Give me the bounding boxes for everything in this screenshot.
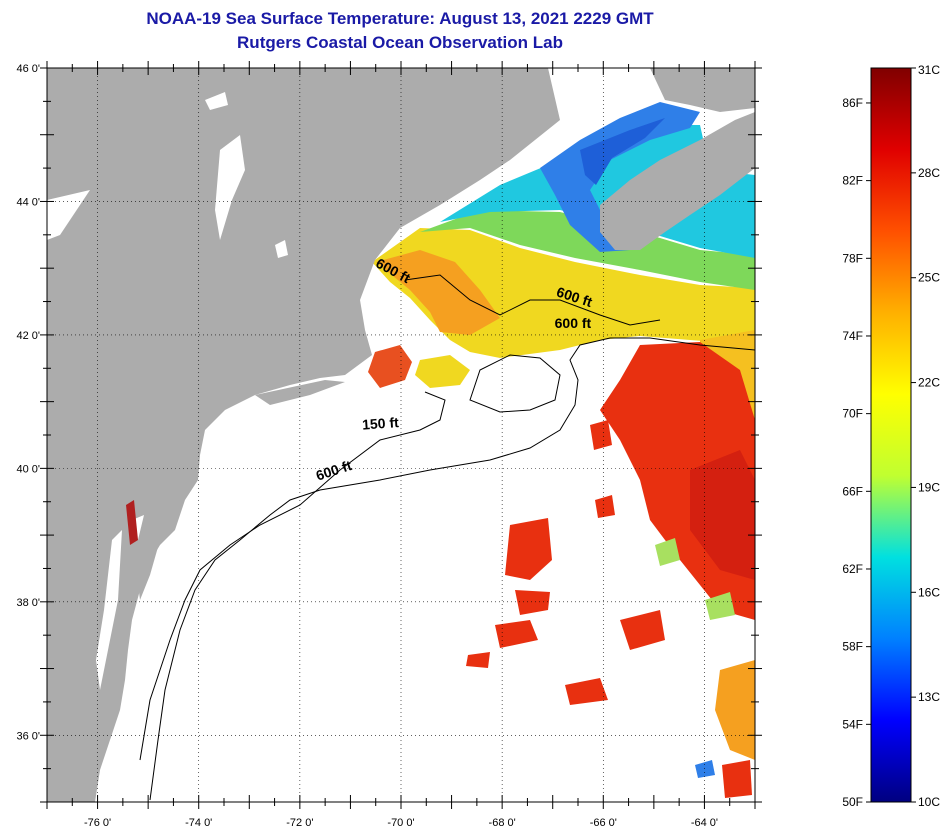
colorbar-c-label: 22C — [918, 376, 940, 390]
map-subtitle: Rutgers Coastal Ocean Observation Lab — [237, 33, 563, 52]
sst-blue-inner — [580, 118, 665, 185]
colorbar-f-label: 86F — [842, 96, 863, 110]
sst-red-patch-b — [515, 590, 550, 615]
land-lake-3 — [47, 190, 90, 240]
contour-label: 600 ft — [555, 315, 592, 331]
lon-tick-label: -64 0' — [691, 817, 718, 829]
land-lake-2 — [215, 135, 245, 240]
colorbar-f-label: 70F — [842, 407, 863, 421]
sst-green-patch-2 — [655, 538, 680, 566]
lat-tick-label: 40 0' — [16, 463, 40, 475]
sst-orange-coastal — [376, 250, 500, 335]
sst-red-patch-d — [565, 678, 608, 705]
lat-tick-label: 36 0' — [16, 730, 40, 742]
sst-green-patch — [705, 592, 735, 620]
colorbar-c-label: 19C — [918, 480, 940, 494]
land-lake-1 — [205, 92, 228, 110]
colorbar-c-label: 25C — [918, 271, 940, 285]
bathymetry-contours — [139, 274, 755, 801]
sst-southeast-blue — [695, 760, 715, 778]
contour-600ft-shelf — [149, 337, 755, 801]
map-title: NOAA-19 Sea Surface Temperature: August … — [146, 9, 654, 28]
sst-red-patch-g — [595, 495, 615, 518]
contour-gulf-maine — [404, 274, 661, 326]
colorbar-f-label: 50F — [842, 795, 863, 809]
colorbar-c-label: 10C — [918, 795, 940, 809]
lon-tick-label: -74 0' — [185, 817, 212, 829]
sst-southeast-mixed — [715, 660, 755, 760]
sst-red-patch-h — [620, 610, 665, 650]
land-chesapeake — [96, 530, 122, 690]
sst-red-patch-a — [505, 518, 552, 580]
colorbar-celsius-labels: 31C 28C 25C 22C 19C 16C 13C 10C — [911, 63, 940, 809]
axis-ticks — [40, 61, 762, 809]
contour-150ft — [139, 391, 446, 761]
sst-yellow-cape-cod — [415, 355, 470, 388]
contour-georges — [469, 354, 561, 413]
colorbar-c-label: 13C — [918, 690, 940, 704]
land-new-brunswick — [650, 68, 755, 112]
lon-tick-label: -70 0' — [387, 817, 414, 829]
sst-red-stream-core — [690, 450, 755, 580]
sst-red-buzzards-bay — [368, 345, 412, 388]
land-delaware-warm — [126, 500, 138, 545]
latitude-labels: 46 0' 44 0' 42 0' 40 0' 38 0' 36 0' — [16, 63, 40, 742]
colorbar-f-label: 58F — [842, 640, 863, 654]
colorbar-f-label: 54F — [842, 717, 863, 731]
lon-tick-label: -66 0' — [590, 817, 617, 829]
sst-red-patch-e — [466, 652, 490, 668]
colorbar-f-label: 66F — [842, 484, 863, 498]
lat-tick-label: 46 0' — [16, 63, 40, 75]
lon-tick-label: -76 0' — [84, 817, 111, 829]
sst-red-patch-c — [495, 620, 538, 648]
land-mainland — [47, 68, 560, 802]
colorbar-c-label: 28C — [918, 166, 940, 180]
colorbar-f-label: 74F — [842, 329, 863, 343]
lon-tick-label: -68 0' — [489, 817, 516, 829]
sst-red-patch-f — [590, 420, 612, 450]
sst-green-band — [420, 210, 755, 290]
sst-blue-bay-of-fundy — [540, 102, 700, 252]
colorbar-c-label: 31C — [918, 63, 940, 77]
longitude-labels: -76 0' -74 0' -72 0' -70 0' -68 0' -66 0' -64 … — [84, 817, 718, 829]
colorbar-f-label: 62F — [842, 562, 863, 576]
lat-tick-label: 44 0' — [16, 196, 40, 208]
colorbar — [870, 67, 912, 803]
lon-tick-label: -72 0' — [286, 817, 313, 829]
sst-southeast-red — [722, 760, 752, 798]
land-lake-4 — [275, 240, 288, 258]
colorbar-c-label: 16C — [918, 585, 940, 599]
land-nova-scotia — [600, 112, 755, 250]
colorbar-f-label: 82F — [842, 174, 863, 188]
lat-tick-label: 38 0' — [16, 597, 40, 609]
lat-tick-label: 42 0' — [16, 330, 40, 342]
colorbar-f-label: 78F — [842, 251, 863, 265]
colorbar-fahrenheit-labels: 86F 82F 78F 74F 70F 66F 62F 58F 54F 50F — [842, 96, 871, 809]
contour-label: 150 ft — [362, 414, 400, 433]
